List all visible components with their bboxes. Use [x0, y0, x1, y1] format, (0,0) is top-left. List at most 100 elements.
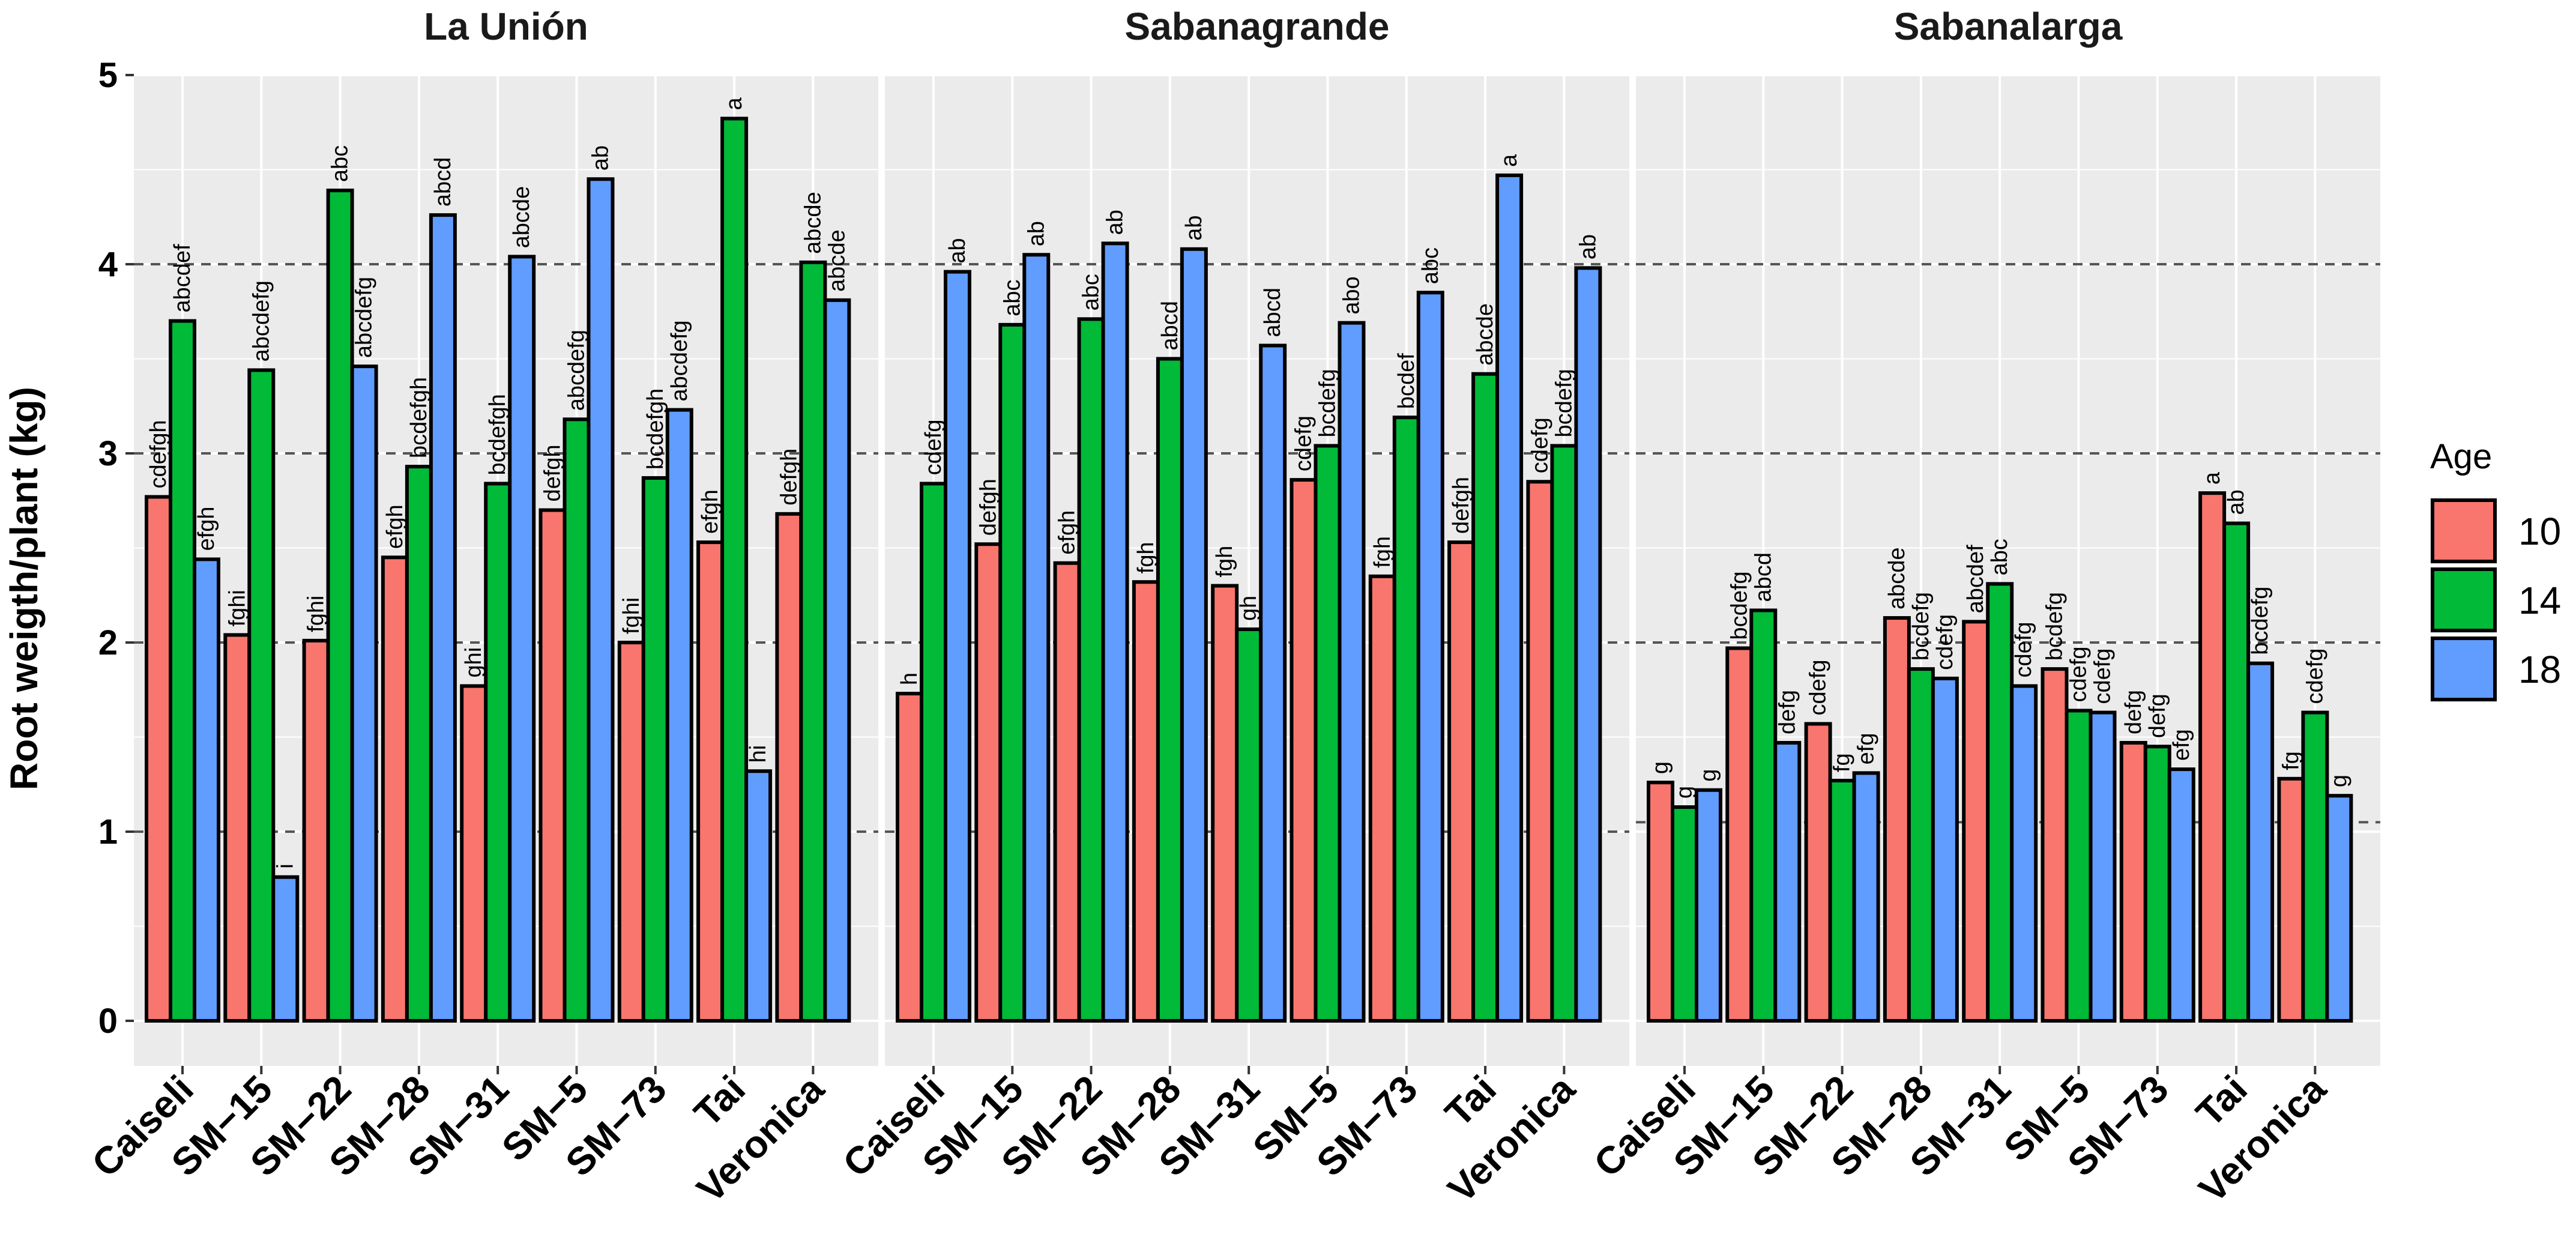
bar-label: ab [1024, 221, 1049, 246]
bar-label: abcdefg [249, 280, 274, 361]
legend: Age 10 14 18 [2430, 437, 2561, 702]
bar-label: defg [1775, 690, 1800, 734]
bar-1-14-1 [998, 322, 1027, 1023]
bar-0-14-8 [799, 260, 827, 1023]
facet-title: Sabanalarga [1894, 5, 2123, 48]
bar-label: efgh [194, 506, 219, 551]
y-axis: 0 1 2 3 4 5 [98, 56, 134, 1041]
bar-0-18-5 [587, 177, 615, 1023]
bar-label: defg [2145, 694, 2170, 738]
bar-1-18-7 [1495, 173, 1524, 1023]
bar-label: defgh [540, 444, 566, 501]
bar-0-18-3 [429, 213, 457, 1023]
bar-label: abcde [824, 229, 849, 292]
bar-0-14-6 [641, 476, 669, 1023]
bar-label: cdefg [2302, 649, 2327, 704]
bar-0-10-5 [538, 508, 567, 1023]
bar-1-18-5 [1338, 321, 1366, 1023]
facet-panel-1: h defgh efgh fgh fgh cdefg fgh defgh cdefg cdefg a… [834, 5, 1629, 1211]
legend-key-18 [2431, 637, 2497, 701]
bar-1-18-3 [1180, 247, 1208, 1023]
y-tick-label: 1 [98, 812, 118, 851]
bar-0-14-7 [720, 116, 749, 1023]
bar-2-18-8 [2325, 794, 2353, 1023]
bar-label: ab [1575, 234, 1600, 259]
legend-title: Age [2430, 437, 2492, 476]
bar-1-10-6 [1368, 574, 1396, 1023]
bar-0-14-0 [169, 319, 196, 1023]
bar-0-18-7 [744, 769, 773, 1023]
bar-label: bcdefgh [485, 394, 510, 475]
bar-label: fgh [1212, 546, 1237, 578]
bar-label: defgh [976, 479, 1001, 536]
legend-key-14 [2431, 567, 2497, 632]
bar-1-10-5 [1290, 478, 1318, 1023]
bar-label: cdefg [1527, 417, 1552, 473]
bar-1-14-8 [1550, 444, 1578, 1023]
bar-label: efgh [1055, 510, 1080, 555]
bar-2-14-4 [1986, 582, 2014, 1023]
bar-label: abc [1000, 280, 1025, 316]
legend-label: 10 [2518, 510, 2561, 553]
bar-label: ab [2224, 489, 2249, 515]
bar-label: cdefg [1291, 416, 1317, 471]
bar-2-18-7 [2246, 661, 2275, 1023]
bar-2-18-5 [2089, 710, 2117, 1023]
bar-label: fghi [304, 596, 329, 632]
bar-label: fghi [619, 597, 644, 634]
bar-2-18-1 [1773, 740, 1802, 1023]
bar-label: g [2326, 775, 2351, 787]
bar-label: cdefg [921, 419, 946, 475]
bar-label: defg [2121, 690, 2146, 734]
bar-label: defgh [776, 449, 801, 506]
bar-0-18-6 [665, 408, 693, 1023]
bar-label: abcde [800, 192, 825, 254]
bar-0-10-7 [696, 540, 725, 1023]
bar-label: a [2200, 471, 2225, 485]
bar-label: bcdefg [2042, 592, 2068, 661]
bar-2-14-8 [2301, 710, 2329, 1023]
bar-label: fgh [1370, 536, 1395, 568]
bar-2-18-0 [1695, 788, 1722, 1023]
bar-0-14-2 [326, 189, 354, 1023]
bar-label: bcdefg [1908, 592, 1934, 661]
bar-0-10-0 [145, 495, 172, 1023]
bar-2-10-8 [2277, 776, 2305, 1023]
bar-label: cdefg [2011, 622, 2036, 677]
bar-label: bcdef [1394, 353, 1419, 409]
y-tick-label: 0 [98, 1002, 118, 1041]
bar-1-10-3 [1132, 580, 1160, 1023]
bar-0-18-1 [271, 875, 300, 1023]
legend-key-10 [2431, 498, 2497, 563]
bar-1-18-6 [1416, 291, 1444, 1023]
bar-label: fghi [225, 590, 250, 626]
bar-label: abcd [1260, 288, 1285, 337]
bar-label: cdefg [2066, 646, 2092, 702]
bar-2-10-5 [2041, 667, 2069, 1023]
bar-label: fgh [1133, 542, 1159, 573]
bar-label: g [1696, 769, 1721, 782]
bar-label: h [897, 673, 922, 685]
bar-label: efgh [698, 489, 723, 534]
bar-label: ab [588, 145, 614, 171]
facet-panel-0: cdefgh fghi fghi efgh ghi defgh fghi efgh defgh a… [83, 5, 878, 1211]
bar-label: efgh [382, 504, 408, 549]
bar-2-18-4 [2010, 684, 2038, 1023]
y-tick-label: 4 [98, 245, 118, 284]
bar-label: efg [2169, 729, 2194, 761]
bar-label: abcd [1157, 301, 1183, 350]
bar-label: abcdefg [667, 320, 692, 401]
bar-2-14-5 [2065, 709, 2093, 1023]
bar-label: ab [1181, 216, 1207, 241]
bar-1-10-4 [1211, 584, 1239, 1023]
bar-label: abcde [509, 186, 534, 249]
bar-1-14-7 [1471, 372, 1500, 1023]
bar-2-10-1 [1725, 646, 1754, 1023]
bar-2-14-3 [1907, 667, 1935, 1023]
bar-1-18-0 [944, 270, 971, 1023]
bar-2-10-6 [2119, 740, 2147, 1023]
bar-1-14-3 [1156, 357, 1184, 1023]
